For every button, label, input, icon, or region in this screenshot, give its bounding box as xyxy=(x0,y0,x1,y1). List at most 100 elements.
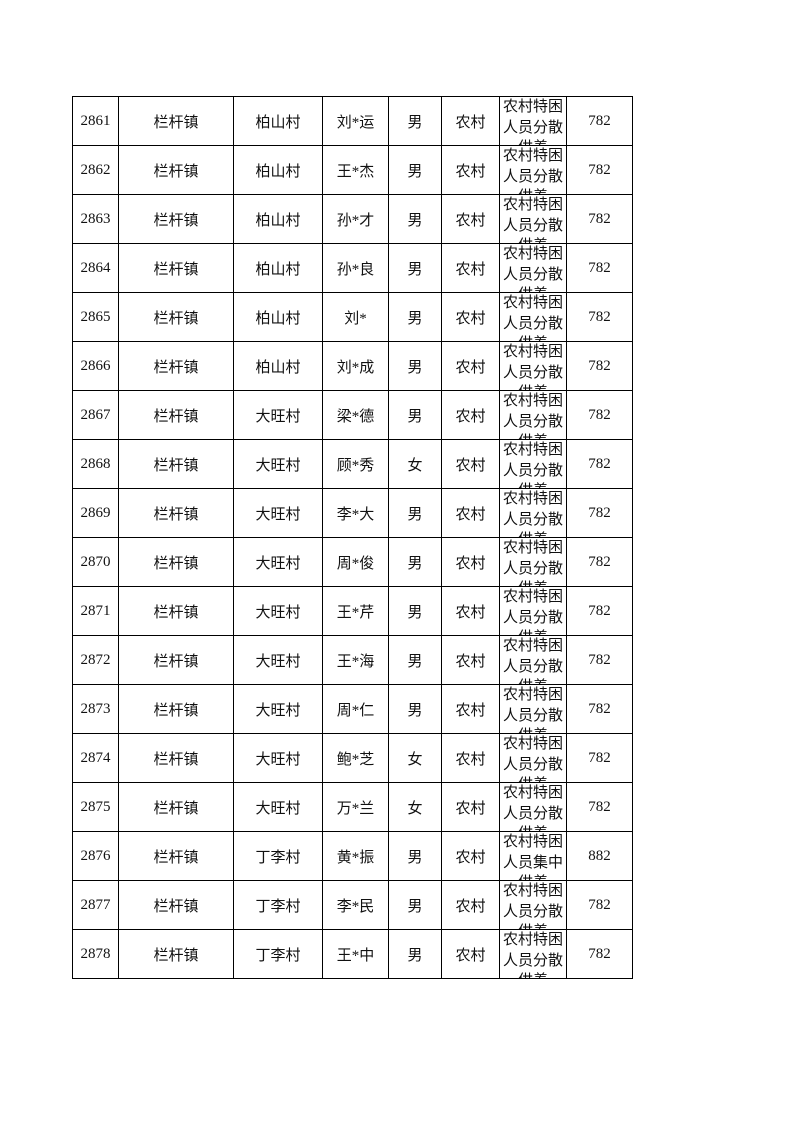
cell-town: 栏杆镇 xyxy=(118,194,234,244)
cell-type: 农村特困人员分散供养 xyxy=(499,96,567,146)
cell-type: 农村特困人员分散供养 xyxy=(499,488,567,538)
cell-amount: 782 xyxy=(566,537,633,587)
cell-village: 大旺村 xyxy=(233,782,323,832)
cell-no: 2871 xyxy=(72,586,119,636)
cell-amount: 782 xyxy=(566,586,633,636)
cell-type: 农村特困人员分散供养 xyxy=(499,782,567,832)
cell-village: 大旺村 xyxy=(233,537,323,587)
cell-no: 2868 xyxy=(72,439,119,489)
cell-type-text: 农村特困人员分散供养 xyxy=(502,295,563,341)
cell-gender: 女 xyxy=(388,733,442,783)
cell-village: 柏山村 xyxy=(233,341,323,391)
cell-type-text: 农村特困人员分散供养 xyxy=(502,932,563,978)
cell-amount: 782 xyxy=(566,782,633,832)
cell-type-text: 农村特困人员分散供养 xyxy=(502,344,563,390)
cell-village: 柏山村 xyxy=(233,243,323,293)
cell-gender: 男 xyxy=(388,537,442,587)
cell-no: 2863 xyxy=(72,194,119,244)
cell-town: 栏杆镇 xyxy=(118,390,234,440)
cell-type-text: 农村特困人员分散供养 xyxy=(502,442,563,488)
cell-household: 农村 xyxy=(441,733,500,783)
cell-amount: 782 xyxy=(566,96,633,146)
cell-name: 黄*振 xyxy=(322,831,389,881)
cell-name: 王*中 xyxy=(322,929,389,979)
cell-no: 2872 xyxy=(72,635,119,685)
cell-village: 大旺村 xyxy=(233,439,323,489)
cell-type: 农村特困人员分散供养 xyxy=(499,733,567,783)
cell-town: 栏杆镇 xyxy=(118,243,234,293)
cell-no: 2869 xyxy=(72,488,119,538)
cell-household: 农村 xyxy=(441,96,500,146)
cell-town: 栏杆镇 xyxy=(118,292,234,342)
cell-type-text: 农村特困人员分散供养 xyxy=(502,491,563,537)
cell-gender: 女 xyxy=(388,439,442,489)
cell-no: 2877 xyxy=(72,880,119,930)
cell-type: 农村特困人员分散供养 xyxy=(499,635,567,685)
cell-household: 农村 xyxy=(441,194,500,244)
cell-village: 柏山村 xyxy=(233,292,323,342)
cell-household: 农村 xyxy=(441,782,500,832)
cell-type-text: 农村特困人员分散供养 xyxy=(502,638,563,684)
cell-type-text: 农村特困人员分散供养 xyxy=(502,589,563,635)
cell-no: 2876 xyxy=(72,831,119,881)
cell-type-text: 农村特困人员集中供养 xyxy=(502,834,563,880)
cell-household: 农村 xyxy=(441,292,500,342)
cell-gender: 男 xyxy=(388,880,442,930)
cell-type: 农村特困人员分散供养 xyxy=(499,145,567,195)
cell-name: 梁*德 xyxy=(322,390,389,440)
cell-town: 栏杆镇 xyxy=(118,341,234,391)
cell-type-text: 农村特困人员分散供养 xyxy=(502,540,563,586)
cell-gender: 男 xyxy=(388,341,442,391)
cell-no: 2867 xyxy=(72,390,119,440)
cell-type: 农村特困人员分散供养 xyxy=(499,586,567,636)
cell-type-text: 农村特困人员分散供养 xyxy=(502,687,563,733)
cell-name: 孙*才 xyxy=(322,194,389,244)
cell-amount: 782 xyxy=(566,390,633,440)
cell-no: 2865 xyxy=(72,292,119,342)
cell-name: 周*仁 xyxy=(322,684,389,734)
cell-town: 栏杆镇 xyxy=(118,439,234,489)
cell-name: 王*芹 xyxy=(322,586,389,636)
cell-gender: 女 xyxy=(388,782,442,832)
cell-amount: 782 xyxy=(566,684,633,734)
cell-gender: 男 xyxy=(388,390,442,440)
cell-household: 农村 xyxy=(441,243,500,293)
cell-household: 农村 xyxy=(441,439,500,489)
cell-amount: 782 xyxy=(566,635,633,685)
cell-no: 2874 xyxy=(72,733,119,783)
cell-household: 农村 xyxy=(441,684,500,734)
cell-amount: 782 xyxy=(566,439,633,489)
cell-type: 农村特困人员分散供养 xyxy=(499,390,567,440)
cell-village: 大旺村 xyxy=(233,635,323,685)
cell-village: 丁李村 xyxy=(233,880,323,930)
cell-type-text: 农村特困人员分散供养 xyxy=(502,148,563,194)
cell-name: 刘*成 xyxy=(322,341,389,391)
cell-type-text: 农村特困人员分散供养 xyxy=(502,393,563,439)
cell-town: 栏杆镇 xyxy=(118,586,234,636)
cell-household: 农村 xyxy=(441,488,500,538)
cell-name: 鲍*芝 xyxy=(322,733,389,783)
cell-town: 栏杆镇 xyxy=(118,488,234,538)
cell-town: 栏杆镇 xyxy=(118,537,234,587)
cell-type: 农村特困人员分散供养 xyxy=(499,341,567,391)
cell-gender: 男 xyxy=(388,292,442,342)
cell-no: 2861 xyxy=(72,96,119,146)
cell-village: 大旺村 xyxy=(233,488,323,538)
cell-type-text: 农村特困人员分散供养 xyxy=(502,197,563,243)
cell-gender: 男 xyxy=(388,586,442,636)
cell-type-text: 农村特困人员分散供养 xyxy=(502,99,563,145)
cell-town: 栏杆镇 xyxy=(118,831,234,881)
cell-type-text: 农村特困人员分散供养 xyxy=(502,736,563,782)
cell-gender: 男 xyxy=(388,145,442,195)
cell-town: 栏杆镇 xyxy=(118,929,234,979)
cell-town: 栏杆镇 xyxy=(118,684,234,734)
